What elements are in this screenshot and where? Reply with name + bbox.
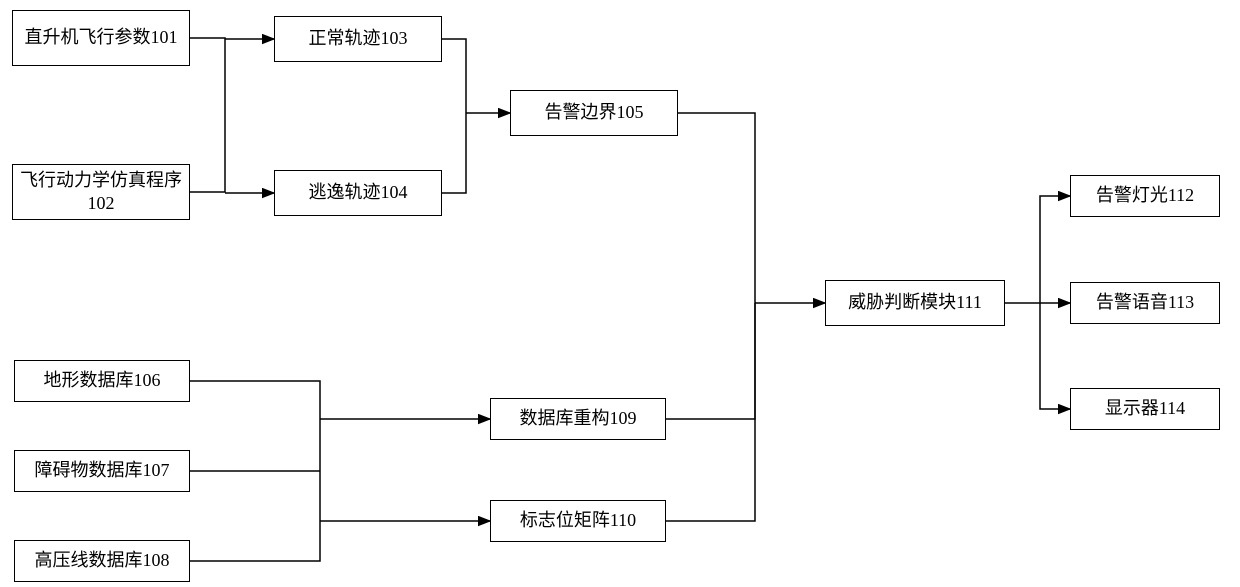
node-n104: 逃逸轨迹104 [274,170,442,216]
node-n103: 正常轨迹103 [274,16,442,62]
node-label: 飞行动力学仿真程序102 [17,169,185,216]
edge-n101-j1 [190,38,225,116]
node-n107: 障碍物数据库107 [14,450,190,492]
node-label: 障碍物数据库107 [35,459,170,482]
edge-j5-n114 [1040,303,1070,409]
node-n108: 高压线数据库108 [14,540,190,582]
edge-n109-j4 [666,303,755,419]
node-label: 数据库重构109 [520,407,637,430]
node-label: 直升机飞行参数101 [25,26,178,49]
node-n106: 地形数据库106 [14,360,190,402]
flowchart-canvas: 直升机飞行参数101 飞行动力学仿真程序102 正常轨迹103 逃逸轨迹104 告警边界… [0,0,1240,587]
node-n113: 告警语音113 [1070,282,1220,324]
node-n114: 显示器114 [1070,388,1220,430]
node-label: 威胁判断模块111 [848,291,982,314]
edge-n102-j1 [190,116,225,192]
node-n111: 威胁判断模块111 [825,280,1005,326]
node-label: 标志位矩阵110 [520,509,636,532]
node-label: 显示器114 [1105,397,1185,420]
node-n101: 直升机飞行参数101 [12,10,190,66]
node-label: 地形数据库106 [44,369,161,392]
node-n109: 数据库重构109 [490,398,666,440]
edge-n105-j4 [678,113,755,303]
edge-n103-j2 [442,39,466,113]
edge-n104-j2 [442,113,466,193]
edges-layer [0,0,1240,587]
node-label: 告警灯光112 [1096,184,1194,207]
edge-n108-j3 [190,471,320,561]
node-label: 告警边界105 [545,101,644,124]
node-n110: 标志位矩阵110 [490,500,666,542]
edge-n110-j4 [666,303,755,521]
node-n112: 告警灯光112 [1070,175,1220,217]
node-n105: 告警边界105 [510,90,678,136]
edge-j5-n112 [1040,196,1070,303]
edge-n106-j3 [190,381,320,471]
node-n102: 飞行动力学仿真程序102 [12,164,190,220]
node-label: 正常轨迹103 [309,27,408,50]
node-label: 告警语音113 [1096,291,1194,314]
node-label: 逃逸轨迹104 [309,181,408,204]
node-label: 高压线数据库108 [35,549,170,572]
